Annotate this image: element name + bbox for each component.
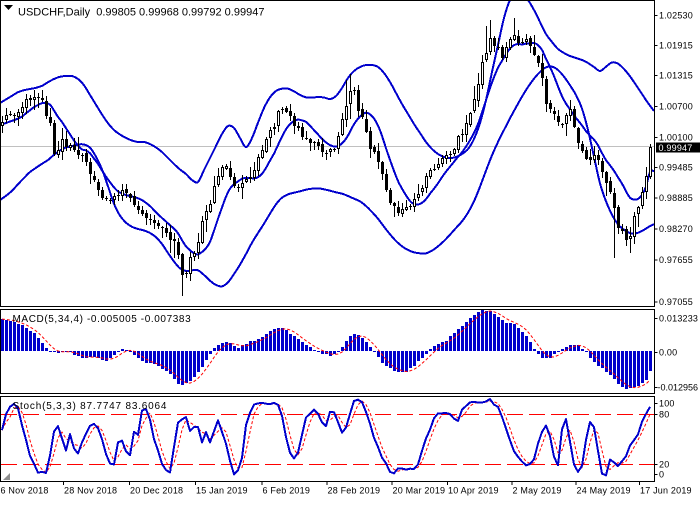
svg-text:24 May 2019: 24 May 2019: [577, 486, 631, 496]
svg-text:1.00700: 1.00700: [659, 102, 693, 112]
svg-text:MACD(5,34,4) -0.005005 -0.0073: MACD(5,34,4) -0.005005 -0.007383: [13, 314, 192, 325]
svg-text:0: 0: [659, 470, 664, 480]
svg-text:20 Dec 2018: 20 Dec 2018: [130, 486, 183, 496]
svg-text:2 May 2019: 2 May 2019: [513, 486, 562, 496]
svg-text:0.99485: 0.99485: [659, 163, 693, 173]
svg-text:20 Mar 2019: 20 Mar 2019: [393, 486, 446, 496]
svg-text:0.98885: 0.98885: [659, 193, 693, 203]
svg-text:-0.012956: -0.012956: [658, 383, 699, 393]
svg-text:1.00100: 1.00100: [659, 133, 693, 143]
svg-text:0.00: 0.00: [659, 348, 677, 358]
svg-text:100: 100: [659, 399, 675, 409]
svg-text:0.97055: 0.97055: [659, 297, 693, 307]
svg-text:28 Feb 2019: 28 Feb 2019: [328, 486, 381, 496]
svg-text:6 Nov 2018: 6 Nov 2018: [1, 486, 49, 496]
svg-text:15 Jan 2019: 15 Jan 2019: [196, 486, 248, 496]
svg-text:17 Jun 2019: 17 Jun 2019: [640, 486, 692, 496]
svg-text:28 Nov 2018: 28 Nov 2018: [64, 486, 117, 496]
svg-text:1.01315: 1.01315: [659, 71, 693, 81]
svg-text:USDCHF,Daily 0.99805 0.99968: USDCHF,Daily 0.99805 0.99968 0.99792 0.9…: [18, 7, 264, 19]
svg-text:20: 20: [659, 460, 669, 470]
svg-text:10 Apr 2019: 10 Apr 2019: [448, 486, 499, 496]
svg-text:0.013233: 0.013233: [659, 314, 698, 324]
svg-text:0.97655: 0.97655: [659, 255, 693, 265]
svg-text:1.02530: 1.02530: [659, 11, 693, 21]
svg-text:80: 80: [659, 410, 669, 420]
svg-text:0.99947: 0.99947: [659, 143, 693, 153]
svg-text:6 Feb 2019: 6 Feb 2019: [263, 486, 311, 496]
svg-text:0.98270: 0.98270: [659, 224, 693, 234]
svg-text:1.01915: 1.01915: [659, 41, 693, 51]
svg-text:Stoch(5,3,3) 87.7747 83.6064: Stoch(5,3,3) 87.7747 83.6064: [13, 401, 168, 412]
